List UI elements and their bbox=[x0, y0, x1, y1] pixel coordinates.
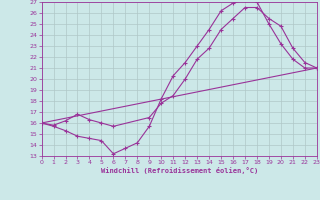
X-axis label: Windchill (Refroidissement éolien,°C): Windchill (Refroidissement éolien,°C) bbox=[100, 167, 258, 174]
